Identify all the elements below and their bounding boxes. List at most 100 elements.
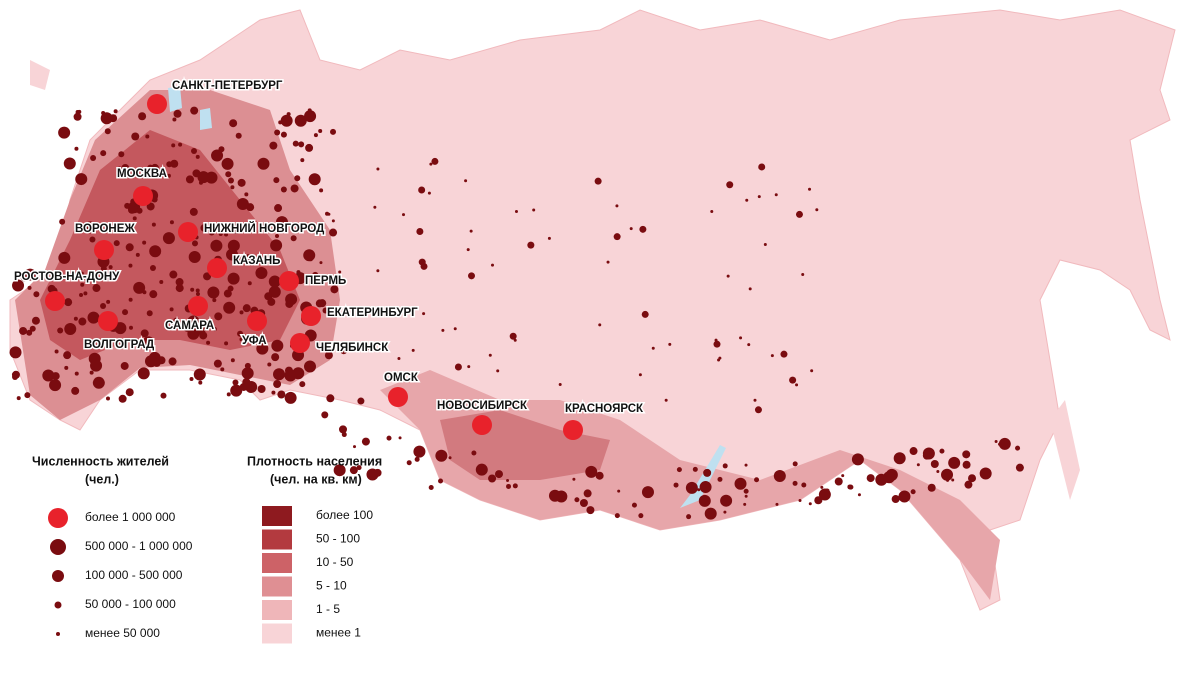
settlement [208, 229, 215, 236]
dense-region [40, 130, 300, 360]
settlement [142, 336, 155, 349]
settlement [968, 474, 977, 483]
settlement [296, 270, 301, 275]
settlement [274, 129, 281, 136]
settlement [994, 439, 998, 443]
settlement [699, 481, 712, 494]
settlement [237, 178, 246, 187]
settlement [223, 301, 236, 314]
settlement [298, 141, 305, 148]
settlements [9, 106, 1024, 520]
city-label: КАЗАНЬ [233, 255, 280, 267]
settlement [638, 373, 642, 377]
city-marker [279, 271, 299, 291]
settlement [834, 477, 843, 486]
settlement [142, 290, 147, 295]
legend-swatch [262, 553, 292, 573]
settlement [331, 219, 335, 223]
settlement [137, 367, 150, 380]
legend-label: 5 - 10 [316, 579, 347, 593]
settlement [90, 359, 103, 372]
settlement [330, 285, 339, 294]
settlement [789, 376, 797, 384]
settlement [271, 390, 276, 395]
settlement [49, 379, 62, 392]
city-label: УФА [242, 335, 267, 347]
city-marker [133, 186, 153, 206]
settlement [431, 157, 439, 165]
settlement [307, 108, 312, 113]
settlement [79, 292, 84, 297]
settlement [218, 231, 223, 236]
settlement [815, 208, 819, 212]
settlement [685, 481, 698, 494]
settlement [271, 353, 280, 362]
city-marker [147, 94, 167, 114]
settlement [83, 291, 88, 296]
settlement [466, 248, 470, 252]
legend-title: Численность жителей [32, 454, 169, 468]
settlement [242, 304, 251, 313]
settlement [273, 368, 286, 381]
settlement [414, 456, 420, 462]
settlement [127, 205, 136, 214]
settlement [376, 167, 380, 171]
settlement [329, 228, 338, 237]
settlement [723, 510, 727, 514]
settlement [402, 213, 406, 217]
settlement [594, 177, 602, 185]
settlement [734, 477, 747, 490]
settlement [595, 471, 604, 480]
city-marker [98, 311, 118, 331]
settlement [124, 202, 131, 209]
settlement [775, 502, 779, 506]
settlement [213, 359, 222, 368]
settlement [190, 106, 199, 115]
settlement [221, 157, 234, 170]
settlement [304, 110, 317, 123]
settlement [373, 468, 382, 477]
settlement [294, 175, 301, 182]
city-marker [301, 306, 321, 326]
settlement [629, 227, 633, 231]
settlement [268, 275, 281, 288]
settlement [818, 488, 831, 501]
settlement [300, 158, 305, 163]
settlement [453, 327, 457, 331]
settlement [303, 249, 316, 262]
settlement [121, 164, 130, 173]
settlement [227, 285, 234, 292]
legend-label: 500 000 - 1 000 000 [85, 539, 193, 553]
city-label: ОМСК [384, 372, 419, 384]
settlement [120, 361, 129, 370]
legend-swatch [262, 576, 292, 597]
settlement [183, 323, 192, 332]
settlement [275, 216, 288, 229]
settlement [74, 371, 79, 376]
settlement [910, 489, 916, 495]
settlement [299, 381, 306, 388]
settlement [123, 225, 130, 232]
settlement [739, 336, 743, 340]
settlement [743, 502, 747, 506]
settlement [506, 478, 510, 482]
settlement [641, 310, 649, 318]
settlement [26, 329, 33, 336]
settlement [236, 198, 249, 211]
legend-symbol [48, 508, 68, 528]
settlement [257, 229, 262, 234]
settlement [230, 185, 235, 190]
settlement [448, 456, 452, 460]
settlement [438, 478, 444, 484]
settlement [191, 240, 198, 247]
settlement [92, 376, 105, 389]
settlement [951, 478, 955, 482]
settlement [418, 186, 426, 194]
city-marker [207, 258, 227, 278]
city-label: ВОРОНЕЖ [75, 223, 135, 235]
settlement [475, 463, 488, 476]
settlement [754, 406, 762, 414]
settlement [798, 499, 802, 503]
settlement [801, 272, 805, 276]
settlement [118, 151, 125, 158]
